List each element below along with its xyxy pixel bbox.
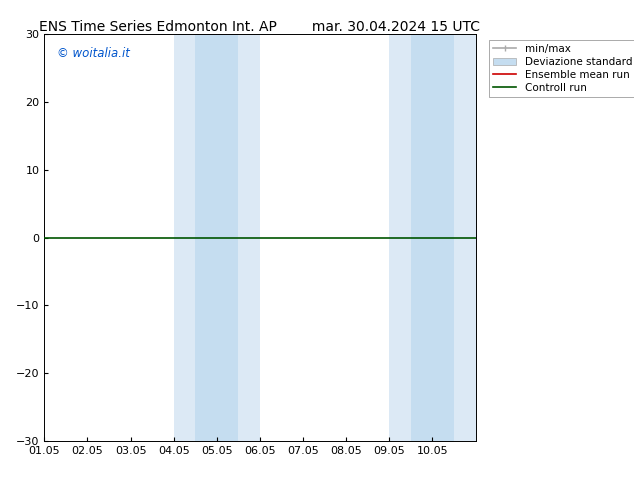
Bar	[195, 34, 238, 441]
Bar	[389, 34, 411, 441]
Text: © woitalia.it: © woitalia.it	[57, 47, 130, 59]
Bar	[174, 34, 195, 441]
Bar	[411, 34, 454, 441]
Bar	[454, 34, 476, 441]
Legend: min/max, Deviazione standard, Ensemble mean run, Controll run: min/max, Deviazione standard, Ensemble m…	[489, 40, 634, 97]
Text: ENS Time Series Edmonton Int. AP        mar. 30.04.2024 15 UTC: ENS Time Series Edmonton Int. AP mar. 30…	[39, 20, 481, 34]
Bar	[238, 34, 260, 441]
